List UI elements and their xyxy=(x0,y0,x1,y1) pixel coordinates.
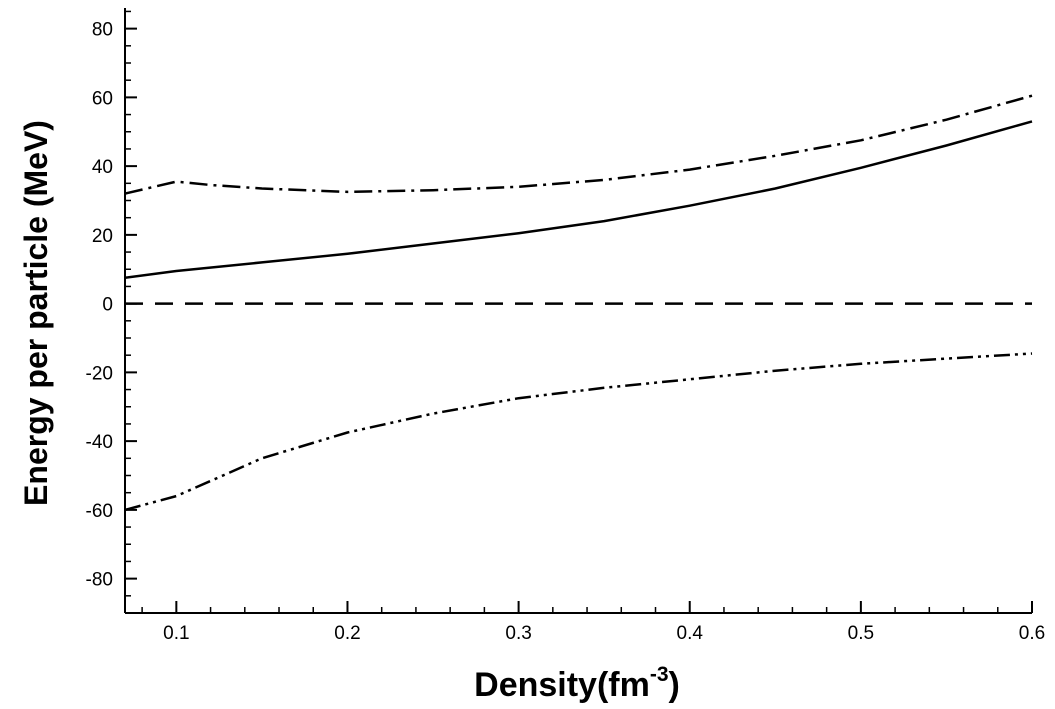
series-layer xyxy=(124,94,1033,512)
y-tick-label: 0 xyxy=(102,295,113,316)
ticks-layer: 0.1 0.2 0.3 0.4 0.5 0.6 -80 -60 -40 -20 0 20 40 60 80 xyxy=(86,10,1045,644)
x-tick-label: 0.4 xyxy=(677,623,704,644)
x-tick-label: 0.2 xyxy=(334,623,360,644)
y-axis-title: Energy per particle (MeV) xyxy=(18,120,54,506)
x-tick-label: 0.3 xyxy=(505,623,531,644)
x-tick-label: 0.1 xyxy=(163,623,189,644)
x-axis-title-close: ) xyxy=(669,666,680,704)
y-tick-label: -80 xyxy=(86,570,113,591)
series-line-dashdotdot xyxy=(124,352,1033,512)
y-tick-label: 80 xyxy=(92,20,113,41)
y-tick-label: 40 xyxy=(92,157,113,178)
x-tick-label: 0.5 xyxy=(848,623,874,644)
x-axis-title-superscript: -3 xyxy=(650,663,669,686)
series-line-solid xyxy=(124,120,1033,280)
y-tick-label: 60 xyxy=(92,88,113,109)
series-line-dashdot xyxy=(124,94,1033,195)
axes-layer xyxy=(124,8,1032,614)
y-tick-label: 20 xyxy=(92,226,113,247)
y-tick-label: -40 xyxy=(86,432,113,453)
y-tick-label: -60 xyxy=(86,501,113,522)
x-tick-label: 0.6 xyxy=(1019,623,1045,644)
x-axis-title: Density(fm-3) xyxy=(474,663,680,704)
y-tick-label: -20 xyxy=(86,363,113,384)
x-axis-title-main: Density(fm xyxy=(474,666,650,704)
